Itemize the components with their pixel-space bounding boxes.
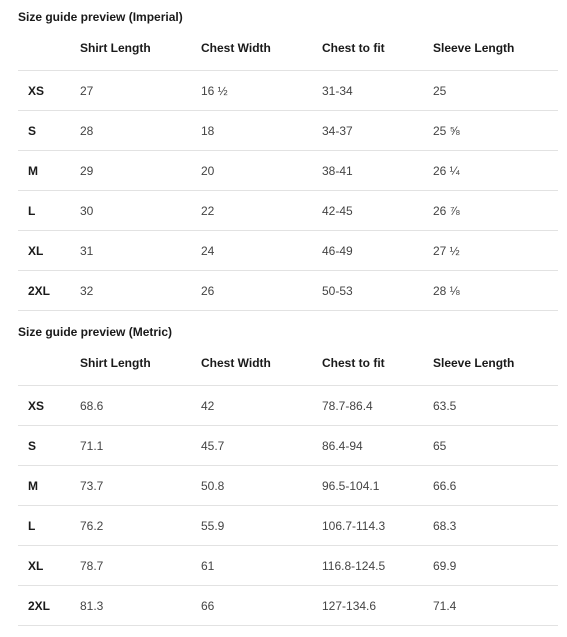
column-header-chest-width: Chest Width	[201, 341, 322, 386]
chest-to-fit-cell: 31-34	[322, 70, 433, 111]
chest-width-cell: 22	[201, 190, 322, 231]
chest-to-fit-cell: 106.7-114.3	[322, 505, 433, 546]
chest-to-fit-cell: 50-53	[322, 270, 433, 311]
chest-width-cell: 18	[201, 110, 322, 151]
sleeve-length-cell: 26 ¼	[433, 150, 558, 191]
column-header-chest-to-fit: Chest to fit	[322, 26, 433, 71]
sleeve-length-cell: 25	[433, 70, 558, 111]
size-label: XL	[18, 545, 80, 586]
column-header-sleeve-length: Sleeve Length	[433, 341, 558, 386]
chest-width-cell: 16 ½	[201, 70, 322, 111]
sleeve-length-cell: 69.9	[433, 545, 558, 586]
shirt-length-cell: 76.2	[80, 505, 201, 546]
section-title: Size guide preview (Imperial)	[18, 10, 183, 24]
table-row: XL 31 24 46-49 27 ½	[18, 230, 558, 271]
size-label: S	[18, 110, 80, 151]
shirt-length-cell: 32	[80, 270, 201, 311]
size-guide-imperial: Size guide preview (Imperial) Shirt Leng…	[18, 9, 558, 311]
sleeve-length-cell: 27 ½	[433, 230, 558, 271]
shirt-length-cell: 28	[80, 110, 201, 151]
section-title: Size guide preview (Metric)	[18, 325, 173, 339]
chest-to-fit-cell: 42-45	[322, 190, 433, 231]
size-label: M	[18, 465, 80, 506]
table-row: 2XL 81.3 66 127-134.6 71.4	[18, 585, 558, 626]
table-row: M 29 20 38-41 26 ¼	[18, 150, 558, 191]
table-row: L 30 22 42-45 26 ⅞	[18, 190, 558, 231]
sleeve-length-cell: 25 ⅝	[433, 110, 558, 151]
sleeve-length-cell: 65	[433, 425, 558, 466]
column-header-chest-width: Chest Width	[201, 26, 322, 71]
header-row: Shirt Length Chest Width Chest to fit Sl…	[18, 341, 558, 386]
shirt-length-cell: 31	[80, 230, 201, 271]
table-row: L 76.2 55.9 106.7-114.3 68.3	[18, 505, 558, 546]
size-table-imperial: Shirt Length Chest Width Chest to fit Sl…	[18, 26, 558, 311]
column-header-chest-to-fit: Chest to fit	[322, 341, 433, 386]
shirt-length-cell: 30	[80, 190, 201, 231]
size-label: 2XL	[18, 585, 80, 626]
shirt-length-cell: 73.7	[80, 465, 201, 506]
column-header-shirt-length: Shirt Length	[80, 26, 201, 71]
header-row: Shirt Length Chest Width Chest to fit Sl…	[18, 26, 558, 71]
chest-width-cell: 50.8	[201, 465, 322, 506]
size-guide-metric: Size guide preview (Metric) Shirt Length…	[18, 324, 558, 626]
column-header-size	[18, 341, 80, 386]
chest-to-fit-cell: 127-134.6	[322, 585, 433, 626]
chest-to-fit-cell: 78.7-86.4	[322, 385, 433, 426]
chest-width-cell: 61	[201, 545, 322, 586]
chest-width-cell: 55.9	[201, 505, 322, 546]
size-label: L	[18, 505, 80, 546]
chest-to-fit-cell: 38-41	[322, 150, 433, 191]
chest-to-fit-cell: 116.8-124.5	[322, 545, 433, 586]
chest-width-cell: 42	[201, 385, 322, 426]
table-row: M 73.7 50.8 96.5-104.1 66.6	[18, 465, 558, 506]
size-label: XS	[18, 385, 80, 426]
sleeve-length-cell: 26 ⅞	[433, 190, 558, 231]
size-label: XS	[18, 70, 80, 111]
chest-to-fit-cell: 46-49	[322, 230, 433, 271]
size-label: L	[18, 190, 80, 231]
shirt-length-cell: 71.1	[80, 425, 201, 466]
size-table-metric: Shirt Length Chest Width Chest to fit Sl…	[18, 341, 558, 626]
chest-to-fit-cell: 96.5-104.1	[322, 465, 433, 506]
column-header-size	[18, 26, 80, 71]
shirt-length-cell: 68.6	[80, 385, 201, 426]
size-label: M	[18, 150, 80, 191]
sleeve-length-cell: 66.6	[433, 465, 558, 506]
chest-width-cell: 45.7	[201, 425, 322, 466]
sleeve-length-cell: 68.3	[433, 505, 558, 546]
chest-to-fit-cell: 34-37	[322, 110, 433, 151]
chest-width-cell: 26	[201, 270, 322, 311]
table-row: S 28 18 34-37 25 ⅝	[18, 110, 558, 151]
size-label: 2XL	[18, 270, 80, 311]
chest-width-cell: 20	[201, 150, 322, 191]
chest-width-cell: 66	[201, 585, 322, 626]
size-label: S	[18, 425, 80, 466]
shirt-length-cell: 78.7	[80, 545, 201, 586]
size-label: XL	[18, 230, 80, 271]
sleeve-length-cell: 28 ⅛	[433, 270, 558, 311]
sleeve-length-cell: 63.5	[433, 385, 558, 426]
shirt-length-cell: 81.3	[80, 585, 201, 626]
table-row: XS 27 16 ½ 31-34 25	[18, 70, 558, 111]
table-row: XS 68.6 42 78.7-86.4 63.5	[18, 385, 558, 426]
table-row: 2XL 32 26 50-53 28 ⅛	[18, 270, 558, 311]
table-row: S 71.1 45.7 86.4-94 65	[18, 425, 558, 466]
shirt-length-cell: 27	[80, 70, 201, 111]
shirt-length-cell: 29	[80, 150, 201, 191]
column-header-sleeve-length: Sleeve Length	[433, 26, 558, 71]
chest-width-cell: 24	[201, 230, 322, 271]
sleeve-length-cell: 71.4	[433, 585, 558, 626]
column-header-shirt-length: Shirt Length	[80, 341, 201, 386]
chest-to-fit-cell: 86.4-94	[322, 425, 433, 466]
table-row: XL 78.7 61 116.8-124.5 69.9	[18, 545, 558, 586]
